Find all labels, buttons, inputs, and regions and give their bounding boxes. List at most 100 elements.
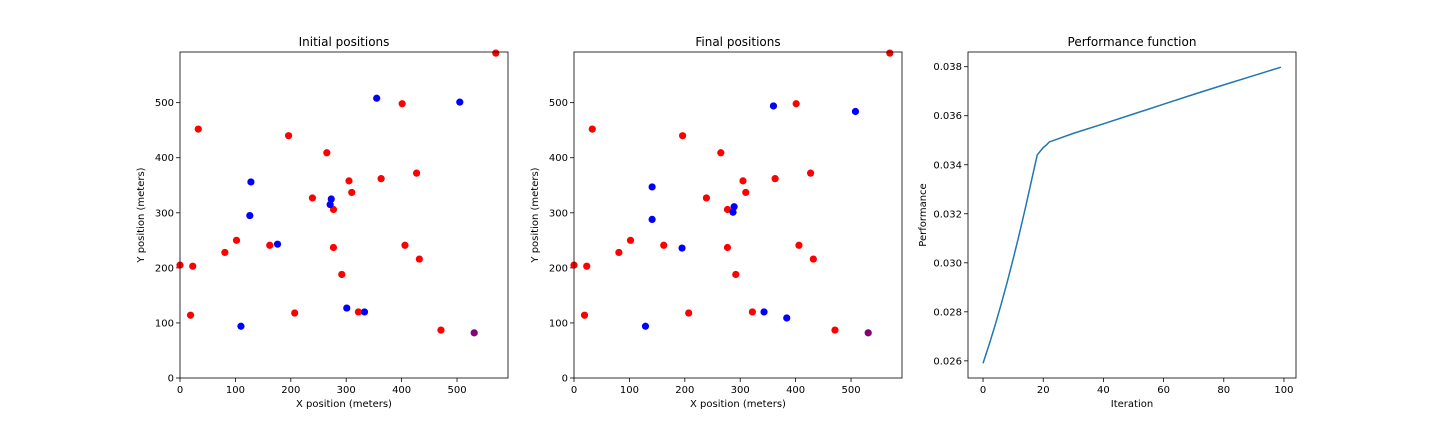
x-axis-label: Iteration [1111, 399, 1153, 410]
chart-title: Initial positions [299, 35, 390, 49]
data-point-blue [343, 304, 351, 312]
y-axis-label: Performance [918, 183, 929, 246]
y-tick-label: 0 [168, 374, 174, 385]
data-point-red [232, 236, 241, 244]
data-point-red [194, 125, 202, 133]
x-axis-label: X position (meters) [690, 399, 786, 410]
y-tick-label: 0.030 [933, 258, 962, 269]
data-point-red [678, 132, 687, 140]
data-point-blue [678, 244, 686, 252]
data-point-red [771, 175, 779, 183]
data-point-red [795, 241, 803, 249]
x-tick-label: 200 [675, 385, 694, 396]
data-point-red [354, 308, 363, 316]
initial-positions-chart: Initial positions 0 100 200 300 400 500 0 100 200… [136, 35, 509, 410]
data-point-red [583, 262, 591, 270]
data-point-red [739, 177, 747, 185]
x-tick-label: 100 [1274, 385, 1293, 396]
x-tick-label: 100 [226, 385, 245, 396]
y-tick-label: 0.026 [933, 356, 962, 367]
y-tick-label: 0.038 [933, 62, 962, 73]
data-point-red [831, 326, 839, 334]
data-point-red [308, 194, 317, 202]
data-point-red [415, 255, 423, 263]
data-point-blue [851, 107, 860, 116]
data-point-red [338, 270, 346, 279]
y-tick-label: 500 [549, 98, 568, 109]
x-tick-label: 20 [1037, 385, 1050, 396]
data-point-red [723, 205, 732, 214]
data-point-blue [327, 195, 335, 203]
data-point-red [702, 194, 711, 202]
data-point-red [660, 241, 668, 249]
data-point-blue [730, 203, 738, 211]
chart-title: Final positions [695, 35, 780, 49]
data-point-blue [237, 322, 245, 330]
y-tick-label: 100 [549, 318, 568, 329]
data-point-blue [648, 183, 656, 191]
data-point-red [742, 188, 750, 197]
data-point-red [186, 311, 195, 319]
performance-line [982, 66, 1282, 364]
data-point-blue [769, 102, 778, 110]
data-point-red [886, 49, 894, 57]
y-tick-label: 0.028 [933, 307, 962, 318]
data-point-purple [470, 329, 478, 337]
data-point-blue [246, 211, 254, 220]
data-point-blue [760, 308, 768, 316]
plot-frame [967, 51, 1297, 379]
x-axis-label: X position (meters) [296, 399, 392, 410]
x-tick-label: 400 [786, 385, 805, 396]
data-point-red [329, 243, 338, 252]
data-point-red [189, 262, 197, 270]
data-point-red [732, 270, 740, 279]
data-point-red [323, 149, 331, 157]
x-tick-label: 500 [447, 385, 466, 396]
data-point-red [437, 326, 445, 334]
x-tick-label: 80 [1217, 385, 1230, 396]
y-tick-label: 0.036 [933, 111, 962, 122]
data-point-red [580, 311, 589, 319]
data-point-blue [648, 215, 656, 224]
data-point-red [412, 169, 421, 177]
y-tick-label: 200 [549, 263, 568, 274]
plot-frame [179, 51, 509, 379]
x-tick-label: 200 [281, 385, 300, 396]
y-tick-label: 200 [155, 263, 174, 274]
data-point-red [792, 100, 800, 108]
x-tick-label: 60 [1157, 385, 1170, 396]
data-point-red [377, 175, 385, 183]
data-point-red [348, 188, 356, 197]
data-point-red [717, 149, 725, 157]
final-positions-chart: Final positions 0 100 200 300 400 500 0 100 200 30… [530, 35, 903, 410]
data-point-purple [864, 329, 872, 337]
data-point-red [291, 309, 299, 317]
x-tick-label: 300 [731, 385, 750, 396]
scatter-points [570, 49, 894, 337]
data-point-red [809, 255, 817, 263]
data-point-blue [326, 200, 334, 209]
y-tick-label: 400 [549, 153, 568, 164]
y-tick-label: 300 [155, 208, 174, 219]
y-tick-label: 500 [155, 98, 174, 109]
x-tick-label: 0 [980, 385, 986, 396]
data-point-blue [273, 240, 282, 248]
plot-frame [573, 51, 903, 379]
data-point-red [284, 132, 293, 140]
data-point-red [723, 243, 732, 252]
data-point-red [626, 236, 635, 244]
data-point-red [615, 248, 623, 257]
y-tick-label: 0 [562, 374, 568, 385]
data-point-blue [360, 308, 369, 316]
data-point-blue [783, 314, 791, 322]
data-point-red [398, 100, 406, 108]
performance-function-chart: Performance function 0 20 40 60 80 100 0.026 0.0… [918, 35, 1297, 410]
y-tick-label: 0.034 [933, 160, 962, 171]
data-point-blue [247, 178, 255, 186]
data-point-blue [456, 98, 464, 106]
data-point-red [345, 177, 353, 185]
data-point-blue [729, 208, 737, 216]
y-tick-label: 100 [155, 318, 174, 329]
data-point-blue [641, 322, 650, 330]
